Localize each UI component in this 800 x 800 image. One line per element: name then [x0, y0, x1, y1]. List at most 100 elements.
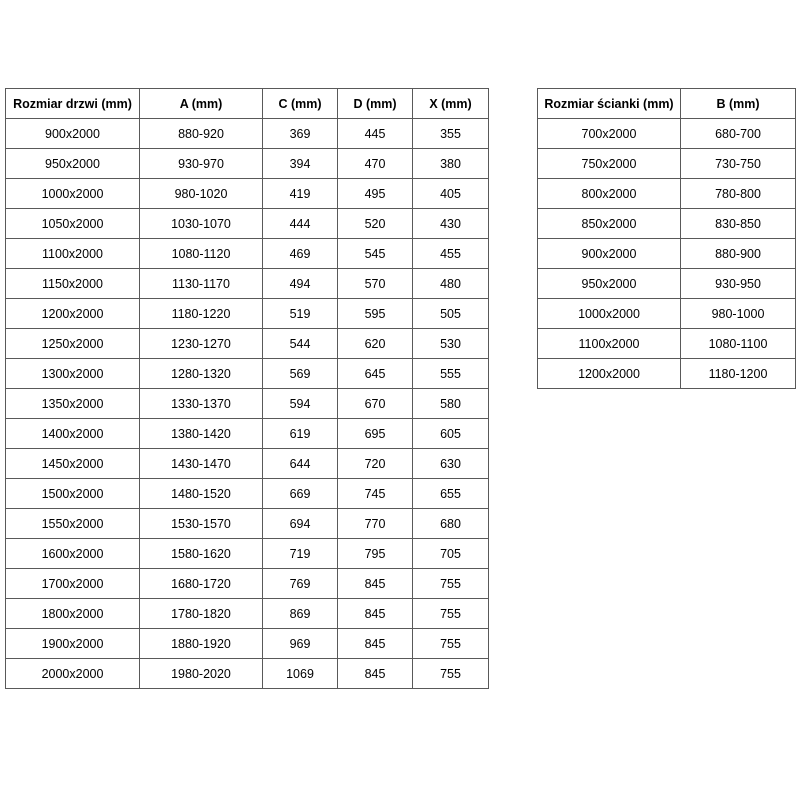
wall-size-cell: 900x2000	[537, 238, 681, 269]
door-size-row: 1500x2000 1480-1520 669 745 655	[5, 478, 489, 509]
door-size-cell: 1069	[262, 658, 338, 689]
door-size-cell: 1400x2000	[5, 418, 140, 449]
door-size-cell: 1230-1270	[139, 328, 263, 359]
door-size-row: 1200x2000 1180-1220 519 595 505	[5, 298, 489, 329]
door-size-row: 1050x2000 1030-1070 444 520 430	[5, 208, 489, 239]
door-size-row: 1250x2000 1230-1270 544 620 530	[5, 328, 489, 359]
wall-size-cell: 880-900	[680, 238, 796, 269]
door-size-cell: 1150x2000	[5, 268, 140, 299]
door-size-cell: 1100x2000	[5, 238, 140, 269]
door-size-cell: 1880-1920	[139, 628, 263, 659]
wall-size-header-cell: Rozmiar ścianki (mm)	[537, 88, 681, 119]
door-size-cell: 769	[262, 568, 338, 599]
door-size-cell: 494	[262, 268, 338, 299]
door-size-row: 1400x2000 1380-1420 619 695 605	[5, 418, 489, 449]
wall-size-row: 1000x2000 980-1000	[537, 298, 796, 329]
door-size-cell: 455	[412, 238, 489, 269]
door-size-cell: 755	[412, 658, 489, 689]
door-size-header-row: Rozmiar drzwi (mm) A (mm) C (mm) D (mm) X (m…	[5, 88, 489, 119]
door-size-cell: 545	[337, 238, 413, 269]
wall-size-header-row: Rozmiar ścianki (mm) B (mm)	[537, 88, 796, 119]
door-size-header-cell: D (mm)	[337, 88, 413, 119]
door-size-cell: 755	[412, 598, 489, 629]
door-size-cell: 1330-1370	[139, 388, 263, 419]
door-size-cell: 845	[337, 568, 413, 599]
door-size-cell: 405	[412, 178, 489, 209]
door-size-row: 1300x2000 1280-1320 569 645 555	[5, 358, 489, 389]
wall-size-cell: 1080-1100	[680, 328, 796, 359]
wall-size-cell: 1180-1200	[680, 358, 796, 389]
door-size-row: 950x2000 930-970 394 470 380	[5, 148, 489, 179]
door-size-row: 1150x2000 1130-1170 494 570 480	[5, 268, 489, 299]
wall-size-row: 850x2000 830-850	[537, 208, 796, 239]
door-size-cell: 755	[412, 568, 489, 599]
door-size-cell: 1430-1470	[139, 448, 263, 479]
wall-size-row: 1200x2000 1180-1200	[537, 358, 796, 389]
door-size-cell: 630	[412, 448, 489, 479]
door-size-cell: 380	[412, 148, 489, 179]
door-size-cell: 1350x2000	[5, 388, 140, 419]
wall-size-cell: 980-1000	[680, 298, 796, 329]
door-size-cell: 694	[262, 508, 338, 539]
door-size-row: 1450x2000 1430-1470 644 720 630	[5, 448, 489, 479]
door-size-cell: 544	[262, 328, 338, 359]
door-size-cell: 520	[337, 208, 413, 239]
door-size-cell: 950x2000	[5, 148, 140, 179]
wall-size-row: 900x2000 880-900	[537, 238, 796, 269]
wall-size-cell: 780-800	[680, 178, 796, 209]
door-size-cell: 670	[337, 388, 413, 419]
door-size-cell: 394	[262, 148, 338, 179]
wall-size-cell: 830-850	[680, 208, 796, 239]
door-size-cell: 1000x2000	[5, 178, 140, 209]
wall-size-header-cell: B (mm)	[680, 88, 796, 119]
door-size-cell: 680	[412, 508, 489, 539]
door-size-cell: 595	[337, 298, 413, 329]
door-size-cell: 705	[412, 538, 489, 569]
door-size-cell: 869	[262, 598, 338, 629]
door-size-cell: 1780-1820	[139, 598, 263, 629]
wall-size-cell: 850x2000	[537, 208, 681, 239]
door-size-cell: 519	[262, 298, 338, 329]
door-size-cell: 980-1020	[139, 178, 263, 209]
door-size-cell: 669	[262, 478, 338, 509]
door-sizes-table: Rozmiar drzwi (mm) A (mm) C (mm) D (mm) X (m…	[5, 88, 489, 689]
wall-size-cell: 1100x2000	[537, 328, 681, 359]
door-size-cell: 605	[412, 418, 489, 449]
wall-size-cell: 680-700	[680, 118, 796, 149]
door-size-cell: 719	[262, 538, 338, 569]
wall-size-row: 800x2000 780-800	[537, 178, 796, 209]
door-size-cell: 969	[262, 628, 338, 659]
door-size-cell: 1500x2000	[5, 478, 140, 509]
door-size-cell: 1030-1070	[139, 208, 263, 239]
wall-size-cell: 800x2000	[537, 178, 681, 209]
door-size-cell: 369	[262, 118, 338, 149]
door-size-cell: 419	[262, 178, 338, 209]
door-size-cell: 1380-1420	[139, 418, 263, 449]
door-size-row: 1550x2000 1530-1570 694 770 680	[5, 508, 489, 539]
door-size-cell: 645	[337, 358, 413, 389]
door-size-cell: 569	[262, 358, 338, 389]
door-size-cell: 845	[337, 628, 413, 659]
door-size-cell: 1050x2000	[5, 208, 140, 239]
door-size-cell: 1250x2000	[5, 328, 140, 359]
door-size-header-cell: Rozmiar drzwi (mm)	[5, 88, 140, 119]
door-size-cell: 1600x2000	[5, 538, 140, 569]
door-size-cell: 1550x2000	[5, 508, 140, 539]
door-size-cell: 795	[337, 538, 413, 569]
door-size-cell: 355	[412, 118, 489, 149]
door-size-cell: 1900x2000	[5, 628, 140, 659]
wall-size-row: 750x2000 730-750	[537, 148, 796, 179]
wall-size-cell: 950x2000	[537, 268, 681, 299]
door-size-cell: 1480-1520	[139, 478, 263, 509]
door-size-cell: 1200x2000	[5, 298, 140, 329]
door-size-cell: 644	[262, 448, 338, 479]
door-size-cell: 505	[412, 298, 489, 329]
door-size-cell: 1450x2000	[5, 448, 140, 479]
door-size-cell: 845	[337, 598, 413, 629]
door-size-cell: 1080-1120	[139, 238, 263, 269]
door-size-cell: 1580-1620	[139, 538, 263, 569]
wall-sizes-table: Rozmiar ścianki (mm) B (mm) 700x2000 680-70…	[537, 88, 796, 389]
door-size-cell: 620	[337, 328, 413, 359]
wall-size-row: 950x2000 930-950	[537, 268, 796, 299]
